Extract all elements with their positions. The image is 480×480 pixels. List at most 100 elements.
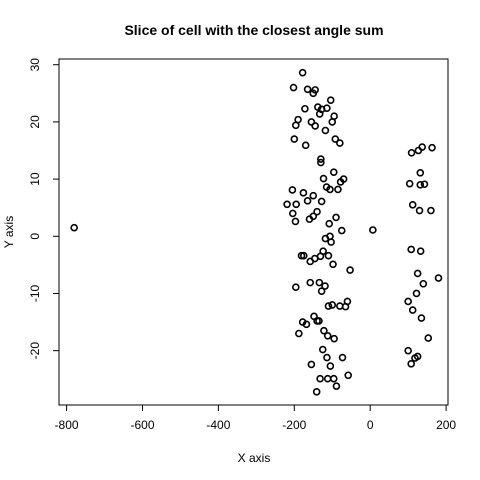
data-point xyxy=(408,201,417,209)
data-point xyxy=(288,186,297,194)
data-point xyxy=(289,83,298,92)
data-point xyxy=(344,371,352,380)
data-point xyxy=(326,362,335,370)
data-point xyxy=(323,374,332,383)
data-point xyxy=(323,331,332,340)
data-point xyxy=(331,135,340,143)
data-point xyxy=(416,169,425,177)
data-point xyxy=(337,226,346,235)
data-point xyxy=(301,141,310,150)
data-point xyxy=(318,345,327,354)
data-point xyxy=(415,206,424,215)
data-point xyxy=(420,180,429,189)
data-point xyxy=(324,302,333,310)
data-point xyxy=(336,139,344,147)
data-point xyxy=(317,287,326,295)
data-point xyxy=(317,155,325,163)
data-point xyxy=(424,334,433,342)
data-point xyxy=(407,360,415,368)
data-point xyxy=(313,207,321,216)
data-point xyxy=(297,251,306,260)
data-point xyxy=(336,178,345,186)
data-point xyxy=(315,110,324,118)
data-point xyxy=(316,374,324,383)
data-point xyxy=(404,297,412,306)
x-axis-label: X axis xyxy=(238,451,271,465)
data-point xyxy=(325,219,334,228)
y-axis-label: Y axis xyxy=(2,216,16,248)
data-point xyxy=(328,118,337,126)
data-point xyxy=(290,135,299,143)
data-point xyxy=(408,306,417,314)
data-point xyxy=(416,247,425,255)
data-point xyxy=(434,274,443,282)
data-point xyxy=(321,234,330,243)
x-tick-label: -600 xyxy=(130,418,154,432)
data-point xyxy=(428,143,436,152)
data-point xyxy=(414,146,423,155)
data-point xyxy=(329,374,338,383)
y-axis: -20 -10 0 10 20 30 xyxy=(28,58,59,360)
data-point xyxy=(411,354,419,362)
data-point xyxy=(334,185,342,194)
data-point xyxy=(315,278,324,287)
data-point xyxy=(288,209,297,218)
data-point xyxy=(283,200,291,209)
data-point xyxy=(323,353,331,362)
x-tick-label: 0 xyxy=(367,418,374,432)
y-tick-label: 30 xyxy=(28,58,42,72)
data-point xyxy=(329,260,337,269)
data-point xyxy=(332,213,340,222)
data-point xyxy=(303,197,312,205)
data-point xyxy=(307,360,316,369)
data-point xyxy=(321,126,330,135)
data-point xyxy=(321,282,329,290)
chart-title: Slice of cell with the closest angle sum xyxy=(124,22,383,38)
data-point xyxy=(418,143,426,151)
data-point xyxy=(413,269,422,278)
data-point xyxy=(338,353,347,362)
data-point xyxy=(412,289,421,298)
data-point xyxy=(407,245,415,254)
data-point xyxy=(292,200,300,209)
data-point xyxy=(323,104,331,112)
x-tick-label: -800 xyxy=(55,418,79,432)
data-point xyxy=(311,122,319,130)
data-point xyxy=(311,86,319,94)
data-point xyxy=(328,301,337,309)
data-point xyxy=(330,334,338,343)
x-axis: -800 -600 -400 -200 0 200 xyxy=(55,405,456,432)
plot-frame xyxy=(58,58,449,406)
data-point xyxy=(295,329,303,338)
y-tick-label: -20 xyxy=(28,342,42,360)
data-point xyxy=(292,283,300,291)
data-point xyxy=(369,226,377,234)
y-tick-label: 20 xyxy=(28,115,42,129)
data-point xyxy=(405,179,414,188)
data-point xyxy=(327,238,335,246)
x-tick-label: -400 xyxy=(206,418,230,432)
data-point xyxy=(307,118,316,126)
x-tick-label: -200 xyxy=(282,418,306,432)
data-point xyxy=(302,320,311,329)
data-point xyxy=(299,189,308,197)
data-point xyxy=(70,223,78,232)
data-point xyxy=(427,206,435,215)
data-point xyxy=(326,185,334,194)
data-point xyxy=(319,174,328,183)
data-point xyxy=(315,317,323,325)
data-point xyxy=(417,314,426,322)
y-tick-label: -10 xyxy=(28,284,42,302)
data-point xyxy=(329,168,338,177)
data-point xyxy=(305,215,314,223)
data-point xyxy=(312,388,321,396)
data-point xyxy=(419,279,428,288)
data-point xyxy=(303,85,312,94)
data-point xyxy=(306,278,315,287)
data-point xyxy=(407,148,416,157)
data-point xyxy=(298,68,307,77)
data-point xyxy=(317,158,325,167)
data-point xyxy=(309,191,318,200)
data-point xyxy=(292,121,300,130)
data-point xyxy=(326,96,335,104)
